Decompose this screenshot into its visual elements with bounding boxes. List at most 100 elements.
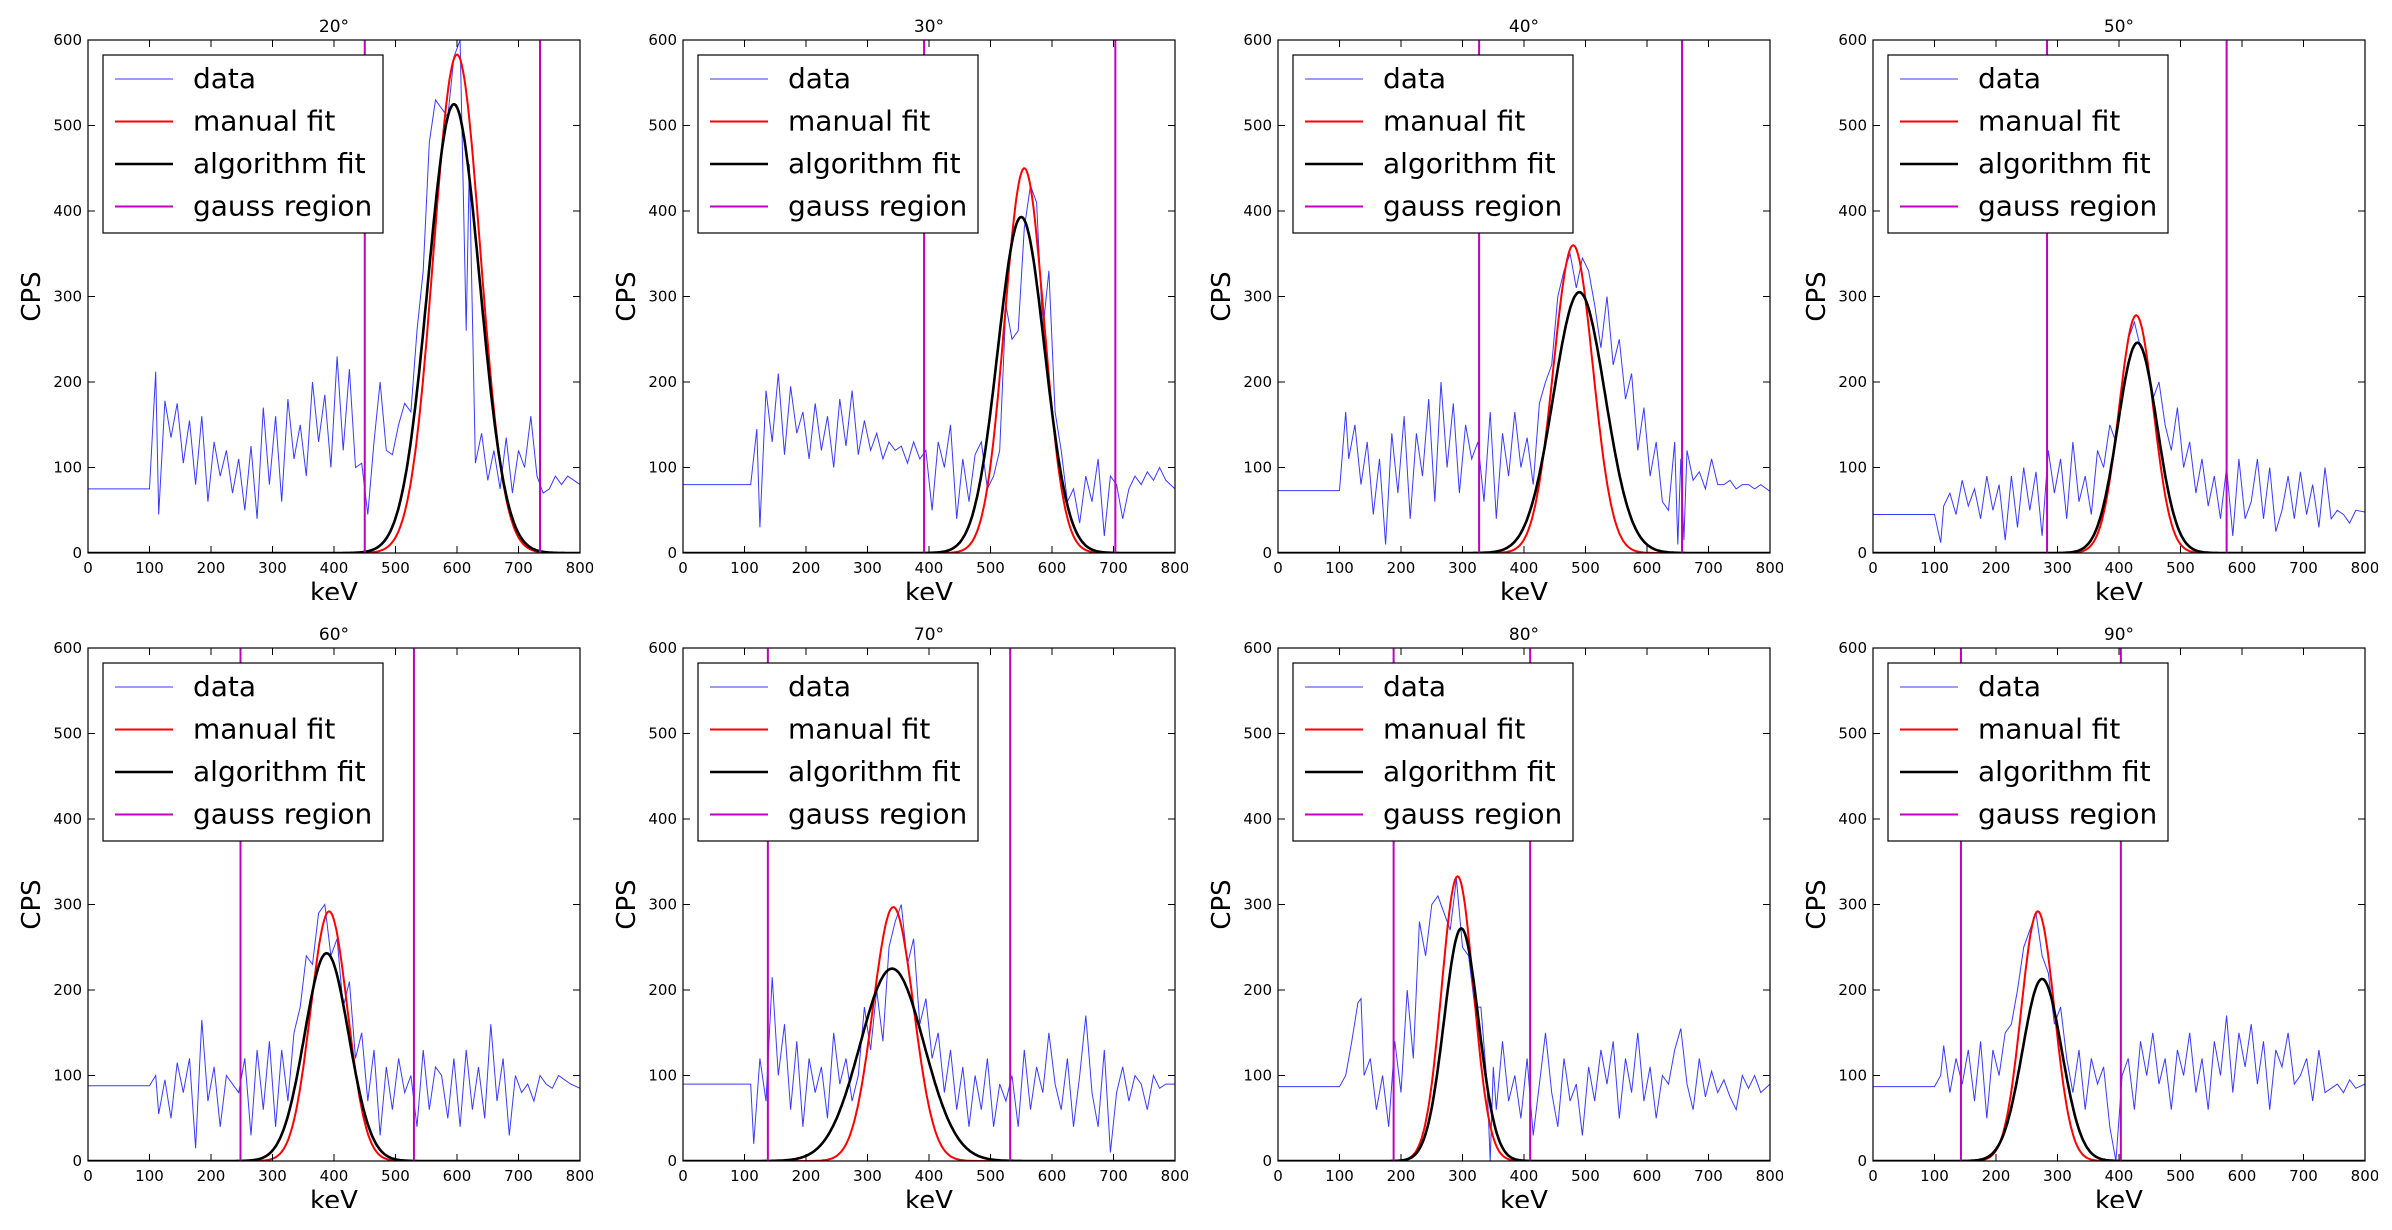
x-tick-label: 300 xyxy=(258,1167,287,1185)
x-tick-label: 800 xyxy=(2351,1167,2378,1185)
x-tick-label: 200 xyxy=(197,559,226,577)
data-series-line xyxy=(1873,320,2365,543)
y-tick-label: 500 xyxy=(1243,117,1272,135)
x-tick-label: 300 xyxy=(258,559,287,577)
x-tick-label: 300 xyxy=(2043,559,2072,577)
y-tick-label: 0 xyxy=(1857,544,1867,562)
y-tick-label: 0 xyxy=(72,544,82,562)
x-tick-label: 600 xyxy=(2228,559,2257,577)
x-tick-label: 200 xyxy=(792,559,821,577)
x-tick-label: 0 xyxy=(1868,559,1878,577)
data-series-line xyxy=(88,903,580,1149)
x-tick-label: 700 xyxy=(2289,1167,2318,1185)
legend-box xyxy=(102,662,384,842)
y-tick-label: 300 xyxy=(53,896,82,914)
subplot-title: 80° xyxy=(1509,625,1539,645)
manual-fit-line xyxy=(1278,244,1770,553)
x-tick-label: 500 xyxy=(976,1167,1005,1185)
x-tick-label: 500 xyxy=(2166,1167,2195,1185)
y-tick-label: 100 xyxy=(648,1067,677,1085)
legend-data-label: data xyxy=(193,670,256,703)
y-tick-label: 100 xyxy=(53,459,82,477)
y-axis-label: CPS xyxy=(1207,271,1237,321)
y-tick-label: 200 xyxy=(1243,981,1272,999)
x-tick-label: 700 xyxy=(1694,559,1723,577)
legend-algorithm-fit-label: algorithm fit xyxy=(1383,755,1556,788)
y-tick-label: 500 xyxy=(1243,725,1272,743)
algorithm-fit-line xyxy=(1278,290,1770,553)
x-axis-label: keV xyxy=(2095,1186,2143,1208)
x-tick-label: 0 xyxy=(678,559,688,577)
x-tick-label: 500 xyxy=(1571,559,1600,577)
x-axis-label: keV xyxy=(1500,578,1548,600)
subplot-title: 20° xyxy=(319,17,349,37)
legend-gauss-region-label: gauss region xyxy=(1383,190,1562,223)
x-tick-label: 700 xyxy=(1099,559,1128,577)
data-series-line xyxy=(1278,878,1770,1161)
legend-manual-fit-label: manual fit xyxy=(1383,713,1525,746)
x-tick-label: 500 xyxy=(976,559,1005,577)
x-tick-label: 400 xyxy=(1510,559,1539,577)
x-axis-label: keV xyxy=(905,578,953,600)
legend-algorithm-fit-label: algorithm fit xyxy=(1978,147,2151,180)
subplot-5: 0 100 200 300 400 500 600 700 800 0 100 200 300 400 50… xyxy=(17,625,593,1208)
subplot-6: 0 100 200 300 400 500 600 700 800 0 100 200 300 400 50… xyxy=(612,625,1188,1208)
legend: data manual fit algorithm fit gauss region xyxy=(102,54,384,234)
y-axis-label: CPS xyxy=(612,879,642,929)
legend-gauss-region-label: gauss region xyxy=(1978,798,2157,831)
x-tick-label: 100 xyxy=(1920,559,1949,577)
x-tick-label: 100 xyxy=(730,559,759,577)
legend-box xyxy=(102,54,384,234)
legend: data manual fit algorithm fit gauss region xyxy=(1292,54,1574,234)
legend-algorithm-fit-label: algorithm fit xyxy=(788,755,961,788)
y-tick-label: 500 xyxy=(1838,725,1867,743)
x-tick-label: 200 xyxy=(1387,1167,1416,1185)
y-tick-label: 600 xyxy=(1838,639,1867,657)
legend-manual-fit-label: manual fit xyxy=(788,105,930,138)
y-tick-label: 0 xyxy=(1262,544,1272,562)
x-tick-label: 200 xyxy=(1387,559,1416,577)
legend-data-label: data xyxy=(788,62,851,95)
legend-algorithm-fit-label: algorithm fit xyxy=(1978,755,2151,788)
y-tick-label: 600 xyxy=(1243,639,1272,657)
legend-algorithm-fit-label: algorithm fit xyxy=(788,147,961,180)
x-tick-label: 400 xyxy=(915,559,944,577)
legend-data-label: data xyxy=(193,62,256,95)
y-tick-label: 0 xyxy=(72,1152,82,1170)
x-tick-label: 700 xyxy=(504,1167,533,1185)
x-tick-label: 700 xyxy=(2289,559,2318,577)
legend-box xyxy=(1292,54,1574,234)
y-tick-label: 400 xyxy=(648,810,677,828)
x-tick-label: 500 xyxy=(381,559,410,577)
plot-area xyxy=(1873,40,2365,553)
x-tick-label: 600 xyxy=(1633,1167,1662,1185)
y-tick-label: 600 xyxy=(648,31,677,49)
legend: data manual fit algorithm fit gauss region xyxy=(1887,662,2169,842)
x-tick-label: 400 xyxy=(1510,1167,1539,1185)
subplot-title: 40° xyxy=(1509,17,1539,37)
legend-data-label: data xyxy=(1978,670,2041,703)
y-tick-label: 200 xyxy=(53,373,82,391)
manual-fit-line xyxy=(683,906,1175,1161)
x-tick-label: 0 xyxy=(678,1167,688,1185)
y-tick-label: 200 xyxy=(648,373,677,391)
y-tick-label: 500 xyxy=(648,117,677,135)
subplot-title: 70° xyxy=(914,625,944,645)
y-tick-label: 600 xyxy=(1243,31,1272,49)
x-tick-label: 800 xyxy=(566,559,593,577)
legend-data-label: data xyxy=(788,670,851,703)
y-tick-label: 300 xyxy=(648,896,677,914)
legend-algorithm-fit-label: algorithm fit xyxy=(193,147,366,180)
x-tick-label: 600 xyxy=(443,1167,472,1185)
x-tick-label: 800 xyxy=(1161,559,1188,577)
y-axis-label: CPS xyxy=(17,879,47,929)
x-tick-label: 800 xyxy=(1756,1167,1783,1185)
y-tick-label: 500 xyxy=(53,725,82,743)
data-series-line xyxy=(1873,912,2365,1161)
legend-box xyxy=(1292,662,1574,842)
y-tick-label: 300 xyxy=(1838,896,1867,914)
x-tick-label: 800 xyxy=(1161,1167,1188,1185)
x-axis-label: keV xyxy=(1500,1186,1548,1208)
y-tick-label: 0 xyxy=(667,1152,677,1170)
x-tick-label: 200 xyxy=(792,1167,821,1185)
